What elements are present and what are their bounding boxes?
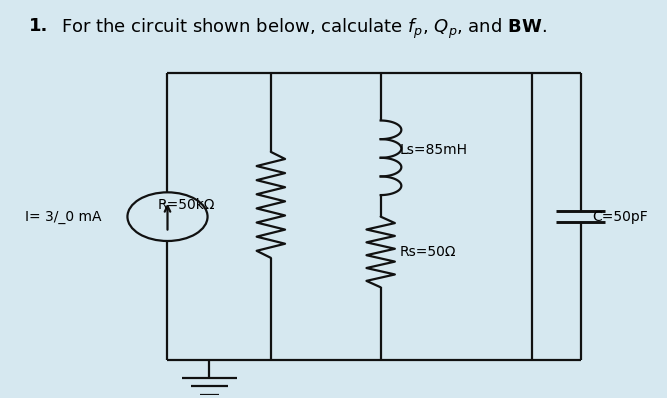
Text: Ls=85mH: Ls=85mH [400,143,468,157]
Text: R=50kΩ: R=50kΩ [158,198,215,212]
Text: For the circuit shown below, calculate $f_p$, $Q_p$, and $\mathbf{BW}$.: For the circuit shown below, calculate $… [61,16,547,41]
Text: Rs=50Ω: Rs=50Ω [400,245,456,259]
Text: I= 3/_0 mA: I= 3/_0 mA [25,210,102,224]
Text: 1.: 1. [29,16,48,35]
Text: C=50pF: C=50pF [592,210,648,224]
